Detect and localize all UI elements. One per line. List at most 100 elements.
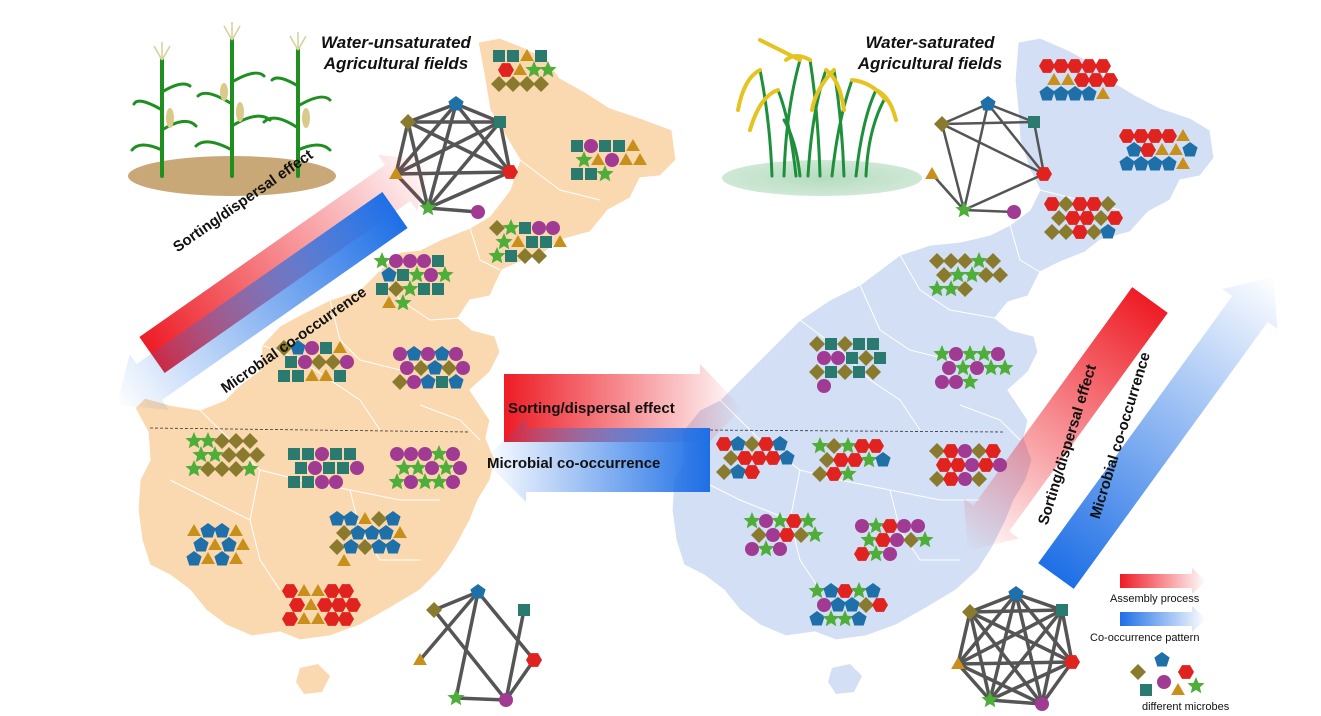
microbe-circle xyxy=(993,458,1007,472)
microbe-hexagon xyxy=(936,458,952,472)
microbe-star xyxy=(811,437,829,454)
microbe-pentagon xyxy=(343,539,359,554)
microbe-diamond xyxy=(413,360,429,376)
right-title-line2: Agricultural fields xyxy=(857,54,1003,73)
microbe-diamond xyxy=(200,461,216,477)
microbe-hexagon xyxy=(786,514,802,528)
microbe-pentagon xyxy=(823,583,839,598)
microbe-star xyxy=(942,280,960,297)
microbe-hexagon xyxy=(882,519,898,533)
microbe-pentagon xyxy=(329,511,345,526)
microbe-hexagon xyxy=(854,439,870,453)
microbe-square xyxy=(867,338,879,350)
microbe-pentagon xyxy=(844,597,860,612)
right-hainan xyxy=(828,664,862,694)
microbe-square xyxy=(376,283,388,295)
microbe-hexagon xyxy=(1133,129,1149,143)
microbe-diamond xyxy=(1100,196,1116,212)
microbe-diamond xyxy=(971,443,987,459)
microbe-circle xyxy=(942,361,956,375)
microbe-circle xyxy=(605,153,619,167)
microbe-circle xyxy=(949,347,963,361)
microbe-circle xyxy=(584,139,598,153)
rice-panicles xyxy=(736,38,898,132)
microbe-star xyxy=(850,582,868,599)
microbe-triangle xyxy=(304,598,318,610)
microbe-hexagon xyxy=(1095,59,1111,73)
microbe-diamond xyxy=(242,433,258,449)
microbe-diamond xyxy=(235,447,251,463)
microbe-diamond xyxy=(1058,196,1074,212)
microbe-star xyxy=(822,610,840,627)
microbe-star xyxy=(373,252,391,269)
microbe-hexagon xyxy=(1178,665,1194,679)
microbe-triangle xyxy=(229,552,243,564)
microbe-square xyxy=(292,370,304,382)
microbe-diamond xyxy=(985,253,1001,269)
microbe-star xyxy=(961,373,979,390)
right-title-line1: Water-saturated xyxy=(865,33,995,52)
microbe-hexagon xyxy=(1072,225,1088,239)
microbe-pentagon xyxy=(200,523,216,538)
microbe-pentagon xyxy=(193,537,209,552)
microbe-circle xyxy=(315,475,329,489)
microbe-diamond xyxy=(978,267,994,283)
microbe-diamond xyxy=(751,527,767,543)
microbe-pentagon xyxy=(851,611,867,626)
microbe-diamond xyxy=(826,438,842,454)
microbe-triangle xyxy=(513,63,527,75)
microbe-hexagon xyxy=(331,598,347,612)
microbe-diamond xyxy=(531,248,547,264)
microbe-hexagon xyxy=(868,439,884,453)
microbe-circle xyxy=(389,254,403,268)
microbe-square xyxy=(337,462,349,474)
microbe-pentagon xyxy=(350,525,366,540)
microbe-diamond xyxy=(858,350,874,366)
legend-assembly-label: Assembly process xyxy=(1110,593,1200,605)
microbe-hexagon xyxy=(744,465,760,479)
microbe-triangle xyxy=(297,584,311,596)
water-patch xyxy=(722,160,922,196)
microbe-star xyxy=(408,266,426,283)
microbe-triangle xyxy=(333,341,347,353)
microbe-triangle xyxy=(229,524,243,536)
microbe-diamond xyxy=(329,539,345,555)
microbe-pentagon xyxy=(448,96,464,111)
microbe-star xyxy=(596,165,614,182)
microbe-square xyxy=(432,283,444,295)
microbe-pentagon xyxy=(385,511,401,526)
microbe-square xyxy=(493,50,505,62)
microbe-hexagon xyxy=(985,444,1001,458)
microbe-circle xyxy=(1035,697,1049,711)
microbe-diamond xyxy=(716,464,732,480)
microbe-square xyxy=(436,376,448,388)
microbe-pentagon xyxy=(865,583,881,598)
microbe-square xyxy=(853,366,865,378)
right-map-shape xyxy=(671,37,1215,641)
microbe-hexagon xyxy=(282,584,298,598)
microbe-star xyxy=(388,473,406,490)
microbe-square xyxy=(846,352,858,364)
arrow-center-cooccurrence xyxy=(484,418,710,502)
microbe-star xyxy=(955,201,973,218)
microbe-pentagon xyxy=(420,374,436,389)
microbe-hexagon xyxy=(282,612,298,626)
microbe-star xyxy=(860,531,878,548)
microbe-star xyxy=(447,689,465,706)
microbe-square xyxy=(599,140,611,152)
microbe-hexagon xyxy=(872,598,888,612)
microbe-diamond xyxy=(392,374,408,390)
microbe-circle xyxy=(883,547,897,561)
microbe-diamond xyxy=(809,336,825,352)
microbe-hexagon xyxy=(1079,211,1095,225)
network-bottom-left xyxy=(418,590,536,702)
corn-plants xyxy=(130,38,332,178)
microbe-pentagon xyxy=(343,511,359,526)
microbe-star xyxy=(806,526,824,543)
microbe-diamond xyxy=(228,433,244,449)
microbe-circle xyxy=(532,221,546,235)
microbe-triangle xyxy=(201,552,215,564)
microbe-star xyxy=(757,540,775,557)
microbe-square xyxy=(540,236,552,248)
microbe-hexagon xyxy=(1072,197,1088,211)
